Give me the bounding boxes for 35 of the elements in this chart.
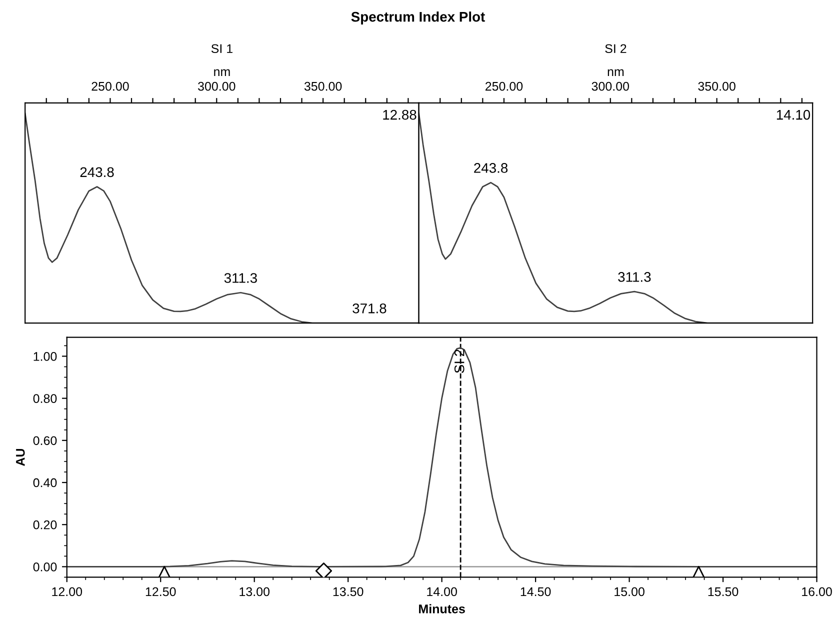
chart-title: Spectrum Index Plot xyxy=(351,12,485,24)
x-tick-label: 13.50 xyxy=(333,587,364,596)
annotation: 311.3 xyxy=(224,273,257,283)
x-axis-title: nm xyxy=(214,69,230,76)
y-tick-label: 0.80 xyxy=(33,394,57,403)
x-tick-label: 250.00 xyxy=(92,82,129,91)
x-tick-label: 300.00 xyxy=(198,82,236,91)
x-tick-label: 12.00 xyxy=(52,587,82,596)
annotation: 14.10 xyxy=(776,110,810,120)
x-axis-title: nm xyxy=(608,69,624,76)
x-tick-label: 13.00 xyxy=(240,587,270,596)
annotation: 243.8 xyxy=(80,167,114,178)
x-tick-label: 350.00 xyxy=(304,82,342,91)
annotation: 371.8 xyxy=(352,303,386,314)
annotation: 12.88 xyxy=(383,110,416,120)
y-tick-label: 0.40 xyxy=(33,478,57,488)
annotation: 311.3 xyxy=(618,272,651,282)
y-tick-label: 0.60 xyxy=(33,436,57,446)
x-tick-label: 300.00 xyxy=(592,82,630,91)
x-tick-label: 250.00 xyxy=(485,82,523,91)
y-axis-title: AU xyxy=(16,448,25,466)
x-tick-label: 350.00 xyxy=(698,82,736,91)
x-tick-label: 16.00 xyxy=(802,587,832,596)
x-tick-label: 14.00 xyxy=(427,587,457,596)
chart-subtitle: SI 2 xyxy=(605,44,626,54)
x-tick-label: 15.00 xyxy=(614,587,644,596)
annotation: 243.8 xyxy=(474,163,508,173)
y-tick-label: 1.00 xyxy=(34,352,57,361)
y-tick-label: 0.20 xyxy=(33,520,57,530)
x-tick-label: 14.50 xyxy=(520,587,551,596)
x-tick-label: 15.50 xyxy=(708,587,738,596)
x-axis-title: Minutes xyxy=(419,604,465,614)
y-tick-label: 0.00 xyxy=(33,562,57,572)
x-tick-label: 12.50 xyxy=(146,587,176,596)
chart-subtitle: SI 1 xyxy=(211,44,232,54)
